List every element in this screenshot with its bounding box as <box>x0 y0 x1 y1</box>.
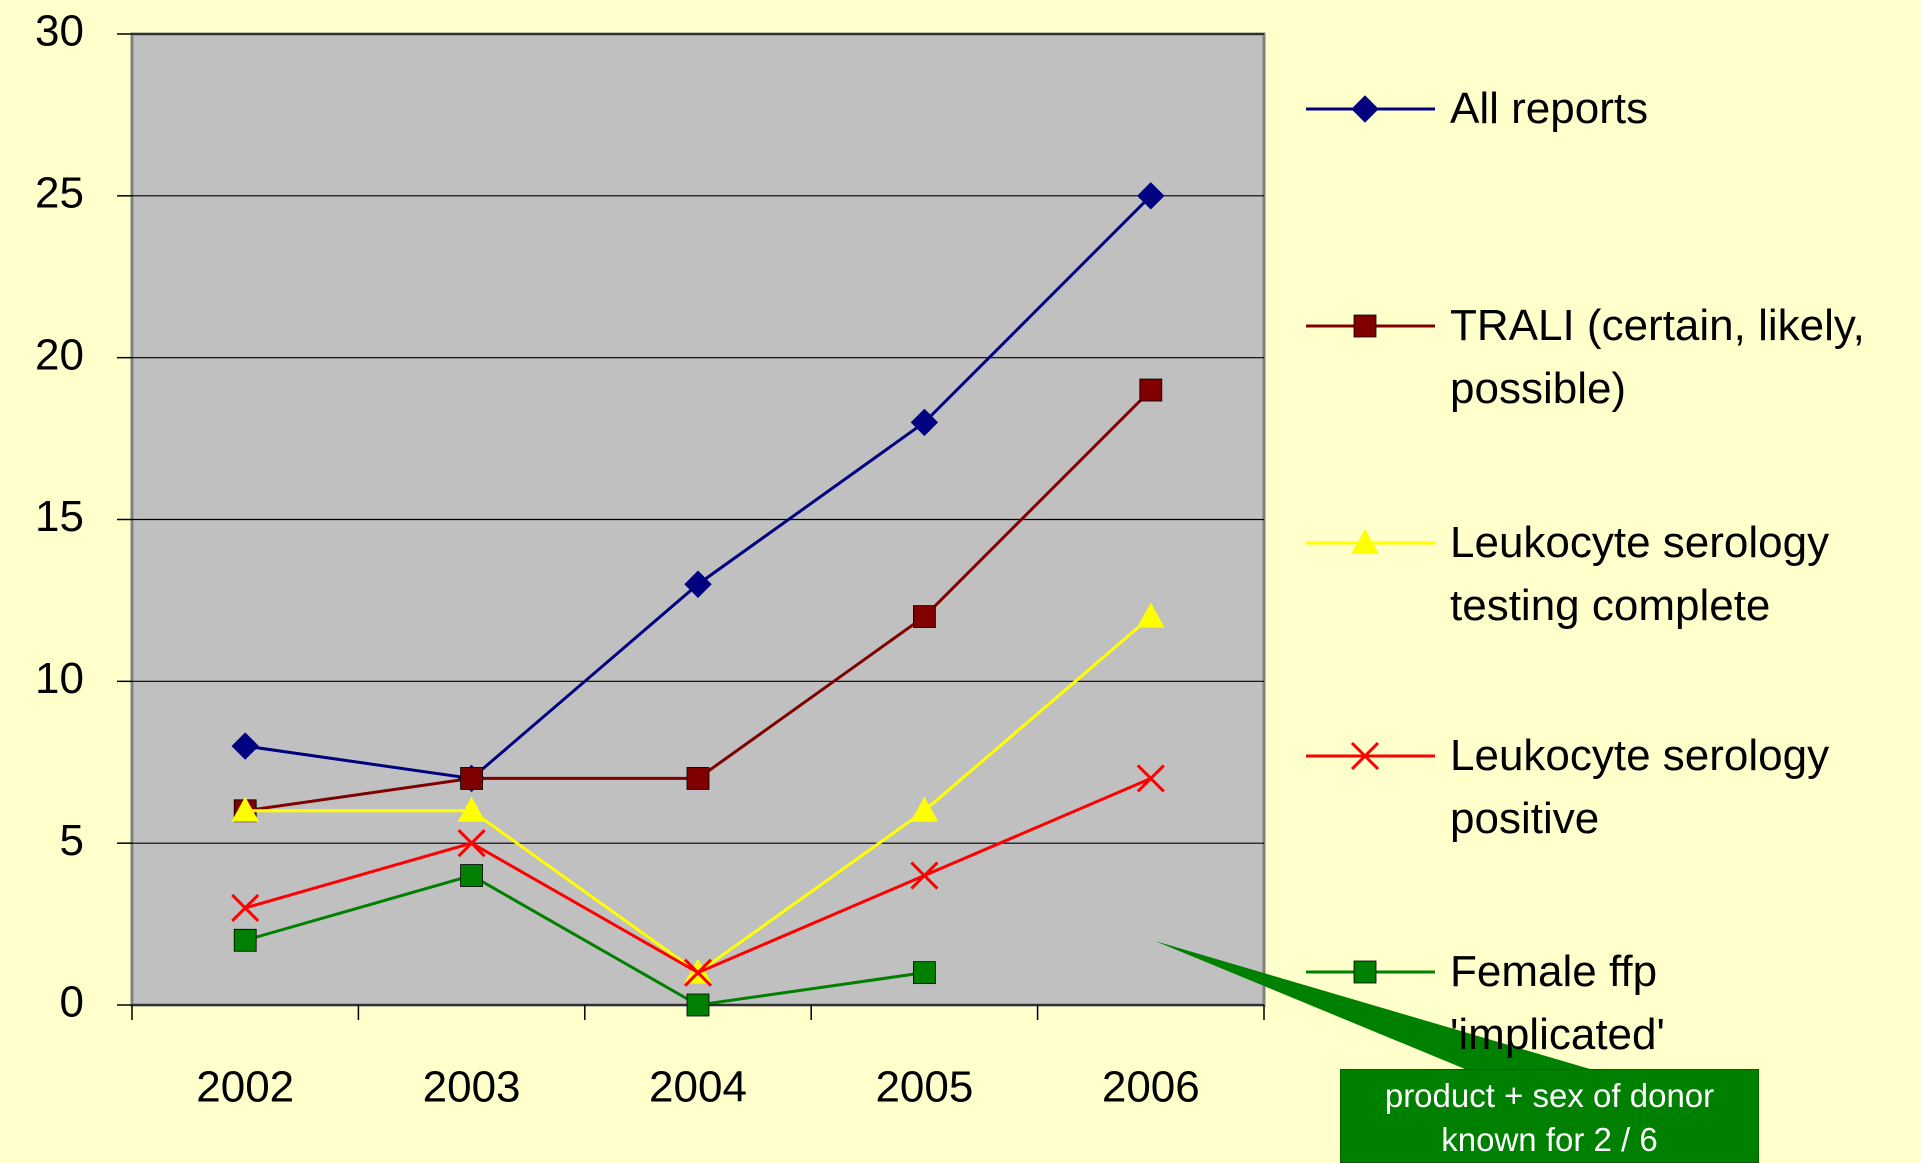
legend-marker <box>1350 741 1380 771</box>
series-line <box>244 873 925 1007</box>
marker <box>1139 378 1163 402</box>
marker <box>460 864 484 887</box>
legend-label: Leukocyte serology positive <box>1450 731 1830 843</box>
marker <box>686 993 710 1017</box>
legend-label: All reports <box>1450 84 1649 133</box>
marker <box>233 928 257 952</box>
callout-pointer <box>1155 941 1590 1069</box>
y-tick-label: 5 <box>60 816 84 865</box>
y-tick-label: 30 <box>35 7 84 56</box>
legend-label: Leukocyte serology testing complete <box>1450 518 1830 630</box>
legend-marker <box>1351 95 1379 123</box>
marker <box>460 767 484 790</box>
legend-label: Female ffp 'implicated' <box>1450 947 1665 1059</box>
marker <box>910 796 939 822</box>
marker-stroke <box>457 829 486 858</box>
x-tick-label: 2004 <box>649 1063 747 1112</box>
marker <box>231 796 260 822</box>
marker <box>231 732 259 760</box>
x-tick-label: 2003 <box>423 1063 521 1112</box>
legend-marker <box>1353 960 1377 984</box>
marker-stroke <box>231 893 260 922</box>
marker-stroke <box>1350 741 1380 771</box>
legend-label: TRALI (certain, likely, possible) <box>1450 301 1865 413</box>
marker <box>686 767 710 790</box>
marker <box>1136 764 1165 793</box>
x-tick-label: 2005 <box>875 1063 973 1112</box>
y-tick-label: 10 <box>35 654 84 703</box>
marker <box>457 829 486 858</box>
marker-stroke <box>910 861 939 890</box>
x-tick-label: 2006 <box>1102 1063 1200 1112</box>
marker <box>1137 182 1165 210</box>
marker <box>913 961 936 985</box>
marker <box>457 796 486 822</box>
marker-stroke <box>1136 764 1165 793</box>
marker <box>910 861 939 890</box>
annotation: product + sex of donor known for 2 / 6 <box>1340 1069 1759 1163</box>
marker <box>1136 602 1165 628</box>
y-tick-label: 0 <box>60 978 84 1027</box>
y-tick-label: 15 <box>35 492 84 541</box>
marker <box>684 570 712 598</box>
marker <box>231 893 260 922</box>
marker <box>913 605 936 628</box>
legend-marker <box>1353 314 1377 338</box>
marker <box>683 958 713 987</box>
legend-marker <box>1351 528 1379 554</box>
y-tick-label: 20 <box>35 330 84 379</box>
y-tick-label: 25 <box>35 168 84 217</box>
marker-stroke <box>683 958 713 987</box>
x-tick-label: 2002 <box>196 1063 294 1112</box>
marker <box>910 408 939 437</box>
